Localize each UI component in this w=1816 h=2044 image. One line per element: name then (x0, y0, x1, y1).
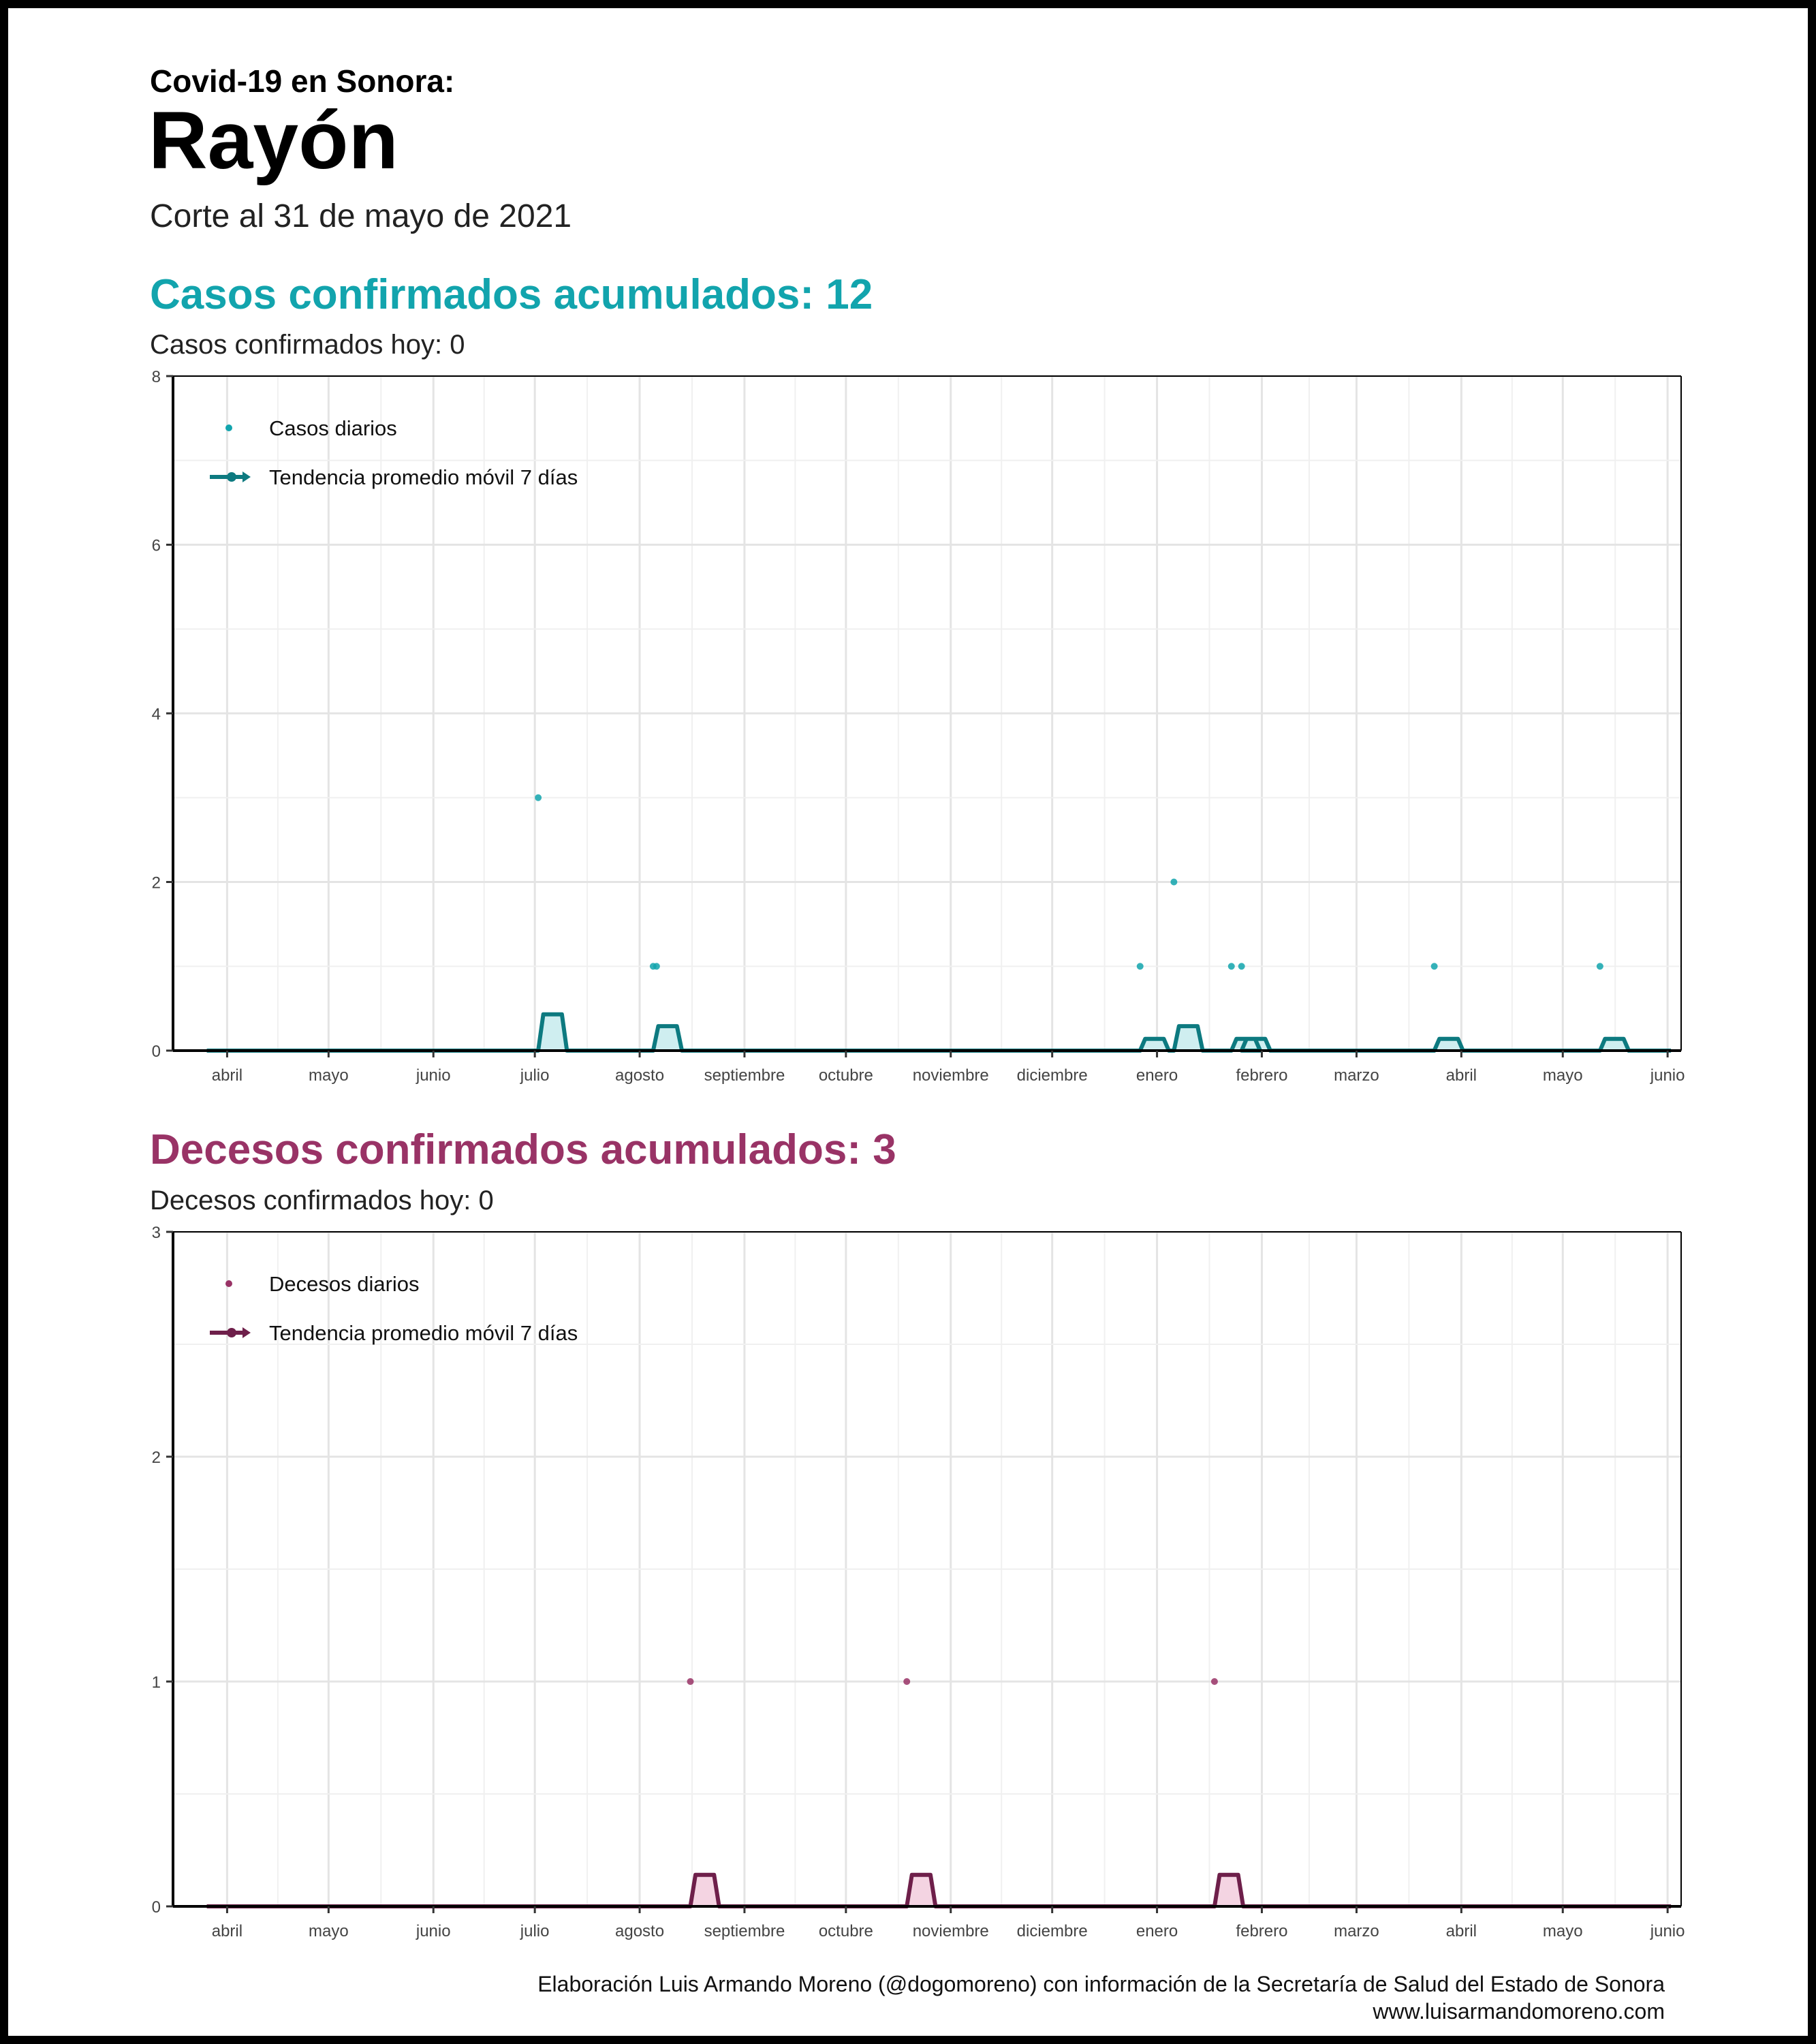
cases-chart: 0 2 4 6 8 abril mayo junio julio agosto septiembre… (152, 368, 1685, 1085)
cases-x-tick-label: octubre (819, 1066, 873, 1085)
deaths-legend-point-key (225, 1280, 232, 1287)
cases-x-tick-label: marzo (1334, 1066, 1379, 1085)
cases-daily-point (1430, 963, 1438, 970)
cases-legend-points-label: Casos diarios (269, 416, 397, 440)
cases-x-tick-label: junio (416, 1066, 451, 1085)
cases-daily-point (1227, 963, 1235, 970)
deaths-daily-point (687, 1678, 694, 1685)
deaths-legend-line-dot (227, 1328, 236, 1337)
cases-y-tick-label: 8 (152, 368, 161, 386)
cases-x-tick-label: febrero (1236, 1066, 1287, 1085)
cases-legend-line-dot (227, 472, 236, 482)
cases-x-tick-label: abril (1446, 1066, 1477, 1085)
cases-x-tick-label: mayo (1543, 1066, 1583, 1085)
cases-section-title: Casos confirmados acumulados: 12 (150, 271, 873, 318)
deaths-trend-line (206, 1872, 1672, 1908)
deaths-daily-point (1210, 1678, 1218, 1685)
deaths-x-tick-label: marzo (1334, 1922, 1379, 1940)
deaths-x-tick-label: julio (520, 1922, 550, 1940)
cases-legend-line-arrow (242, 471, 251, 482)
cases-x-tick-label: diciembre (1017, 1066, 1088, 1085)
cases-daily-point (1170, 878, 1178, 886)
caption-website: www.luisarmandomoreno.com (1373, 1999, 1665, 2024)
cases-x-tick-label: julio (520, 1066, 550, 1085)
deaths-x-tick-label: febrero (1236, 1922, 1287, 1940)
deaths-x-tick-label: agosto (615, 1922, 664, 1940)
cases-x-tick-label: septiembre (704, 1066, 785, 1085)
cases-legend-point-key (225, 424, 232, 431)
cases-daily-point (535, 794, 542, 801)
deaths-legend-points-label: Decesos diarios (269, 1272, 420, 1296)
deaths-x-tick-label: diciembre (1017, 1922, 1088, 1940)
cases-y-tick-label: 6 (152, 537, 161, 555)
caption-credit: Elaboración Luis Armando Moreno (@dogomo… (537, 1972, 1665, 1996)
deaths-x-tick-label: junio (416, 1922, 451, 1940)
cases-x-tick-label: noviembre (913, 1066, 989, 1085)
deaths-x-tick-label: abril (1446, 1922, 1477, 1940)
cases-y-tick-label: 2 (152, 874, 161, 893)
cases-x-tick-label: mayo (309, 1066, 349, 1085)
page-title: Rayón (148, 95, 398, 186)
deaths-x-tick-label: enero (1136, 1922, 1178, 1940)
deaths-chart: 0 1 2 3 abril mayo junio julio agosto septiembre o… (152, 1224, 1685, 1940)
deaths-today: Decesos confirmados hoy: 0 (150, 1186, 494, 1215)
cases-daily-point (1596, 963, 1603, 970)
cases-trend-area (206, 1014, 1672, 1051)
deaths-y-tick-label: 2 (152, 1449, 161, 1467)
deaths-y-tick-label: 3 (152, 1224, 161, 1242)
cases-daily-point (1136, 963, 1144, 970)
deaths-trend-area (206, 1874, 1672, 1906)
cases-daily-point (1238, 963, 1245, 970)
deaths-legend-line-arrow (242, 1327, 251, 1338)
deaths-legend-line-label: Tendencia promedio móvil 7 días (269, 1321, 578, 1345)
deaths-y-tick-label: 0 (152, 1898, 161, 1917)
cases-x-tick-label: abril (212, 1066, 242, 1085)
cases-x-tick-label: enero (1136, 1066, 1178, 1085)
cases-today: Casos confirmados hoy: 0 (150, 330, 465, 360)
deaths-x-tick-label: abril (212, 1922, 242, 1940)
deaths-section-title: Decesos confirmados acumulados: 3 (150, 1126, 896, 1173)
cases-y-tick-label: 4 (152, 705, 161, 724)
cases-x-tick-label: junio (1650, 1066, 1685, 1085)
deaths-x-tick-label: octubre (819, 1922, 873, 1940)
cases-y-tick-label: 0 (152, 1042, 161, 1061)
deaths-x-tick-label: septiembre (704, 1922, 785, 1940)
deaths-x-tick-label: noviembre (913, 1922, 989, 1940)
cases-legend-line-label: Tendencia promedio móvil 7 días (269, 465, 578, 489)
deaths-y-tick-label: 1 (152, 1673, 161, 1692)
cutoff-date: Corte al 31 de mayo de 2021 (150, 198, 572, 234)
cases-daily-point (653, 963, 660, 970)
page-supertitle: Covid-19 en Sonora: (150, 63, 455, 99)
cases-x-tick-label: agosto (615, 1066, 664, 1085)
deaths-x-tick-label: junio (1650, 1922, 1685, 1940)
deaths-daily-point (903, 1678, 911, 1685)
deaths-x-tick-label: mayo (1543, 1922, 1583, 1940)
deaths-x-tick-label: mayo (309, 1922, 349, 1940)
